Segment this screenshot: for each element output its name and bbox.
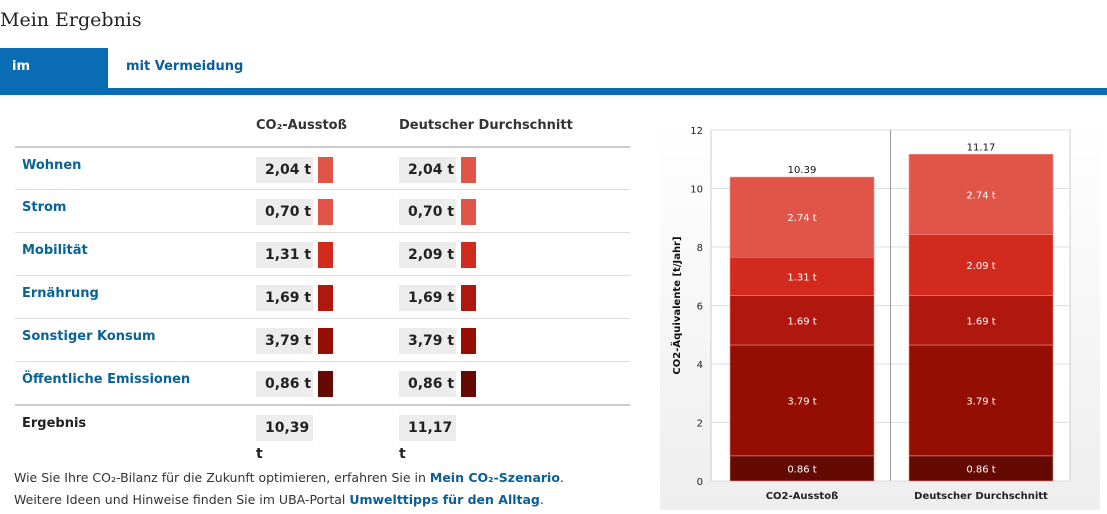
col-header-avg: Deutscher Durchschnitt: [399, 118, 573, 133]
footer-text: .: [559, 470, 564, 485]
color-swatch: [318, 285, 333, 311]
bar-segment: [729, 455, 875, 482]
color-swatch: [461, 157, 476, 183]
table-row: Ernährung 1,69 t 1,69 t: [15, 275, 630, 318]
bar-segment: [908, 153, 1054, 235]
row-label[interactable]: Sonstiger Konsum: [22, 329, 156, 344]
mein-co2-szenario-link[interactable]: Mein CO₂-Szenario: [429, 470, 560, 485]
avg-value: 2,09 t: [399, 242, 456, 268]
table-row: Öffentliche Emissionen 0,86 t 0,86 t: [15, 361, 630, 404]
tab-mit-vermeidung[interactable]: mit Vermeidung: [126, 59, 244, 74]
color-swatch: [461, 371, 476, 397]
row-label[interactable]: Ernährung: [22, 286, 99, 301]
segment-label: 2.09 t: [966, 261, 995, 272]
own-value: 0,70 t: [256, 199, 313, 225]
y-tick-label: 2: [697, 419, 703, 430]
segment-label: 1.69 t: [787, 316, 816, 327]
table-row: Wohnen 2,04 t 2,04 t: [15, 146, 630, 190]
avg-value: 1,69 t: [399, 285, 456, 311]
segment-label: 3.79 t: [787, 396, 816, 407]
own-value: 2,04 t: [256, 157, 313, 183]
color-swatch: [461, 285, 476, 311]
footer-line-2: Weitere Ideen und Hinweise finden Sie im…: [14, 492, 544, 507]
row-label[interactable]: Öffentliche Emissionen: [22, 372, 191, 387]
own-value: 1,69 t: [256, 285, 313, 311]
color-swatch: [461, 242, 476, 268]
row-label[interactable]: Wohnen: [22, 158, 82, 173]
tab-im-vergleich[interactable]: im Vergleich: [0, 48, 108, 112]
y-tick-label: 12: [690, 126, 703, 137]
segment-label: 1.69 t: [966, 316, 995, 327]
y-tick-label: 8: [697, 243, 703, 254]
bar-total-label: 10.39: [788, 165, 817, 176]
bar-segment: [908, 295, 1054, 346]
bar-segment: [729, 295, 875, 346]
own-value: 10,39 t: [256, 415, 313, 462]
segment-label: 0.86 t: [787, 464, 816, 475]
chart-panel: 0 2 4 6 8 10 12 CO2-Äquivalente [t/Jahr] 0.86 t 3…: [660, 120, 1100, 510]
y-tick-label: 10: [690, 185, 703, 196]
bar-segment: [729, 344, 875, 457]
own-value: 3,79 t: [256, 328, 313, 354]
row-label[interactable]: Strom: [22, 200, 67, 215]
y-tick-label: 4: [697, 360, 703, 371]
stacked-bar-chart: 0 2 4 6 8 10 12 CO2-Äquivalente [t/Jahr] 0.86 t 3…: [669, 126, 1071, 502]
color-swatch: [318, 199, 333, 225]
y-tick-label: 6: [697, 302, 703, 313]
bar-segment: [729, 176, 875, 258]
color-swatch: [461, 199, 476, 225]
color-swatch: [318, 157, 333, 183]
color-swatch: [461, 328, 476, 354]
color-swatch: [318, 328, 333, 354]
page-title: Mein Ergebnis: [0, 9, 142, 31]
row-label[interactable]: Mobilität: [22, 243, 88, 258]
bar-segment: [908, 234, 1054, 296]
row-label: Ergebnis: [22, 416, 87, 431]
segment-label: 3.79 t: [966, 396, 995, 407]
own-value: 0,86 t: [256, 371, 313, 397]
avg-value: 2,04 t: [399, 157, 456, 183]
avg-value: 0,70 t: [399, 199, 456, 225]
color-swatch: [318, 371, 333, 397]
y-axis-label: CO2-Äquivalente [t/Jahr]: [669, 236, 683, 374]
footer-text: .: [539, 492, 544, 507]
table-row: Mobilität 1,31 t 2,09 t: [15, 232, 630, 275]
avg-value: 11,17 t: [399, 415, 456, 462]
segment-label: 2.74 t: [787, 213, 816, 224]
color-swatch: [318, 242, 333, 268]
bar-total-label: 11.17: [967, 142, 996, 153]
avg-value: 3,79 t: [399, 328, 456, 354]
total-row: Ergebnis 10,39 t 11,17 t: [15, 404, 630, 462]
avg-value: 0,86 t: [399, 371, 456, 397]
umwelttipps-link[interactable]: Umwelttipps für den Alltag: [349, 492, 540, 507]
segment-label: 2.74 t: [966, 190, 995, 201]
footer-text: Weitere Ideen und Hinweise finden Sie im…: [14, 492, 350, 507]
own-value: 1,31 t: [256, 242, 313, 268]
y-tick-label: 0: [697, 477, 703, 488]
footer-text: Wie Sie Ihre CO₂-Bilanz für die Zukunft …: [14, 470, 430, 485]
col-header-own: CO₂-Ausstoß: [256, 118, 347, 133]
footer-line-1: Wie Sie Ihre CO₂-Bilanz für die Zukunft …: [14, 470, 564, 485]
table-row: Strom 0,70 t 0,70 t: [15, 189, 630, 232]
table-row: Sonstiger Konsum 3,79 t 3,79 t: [15, 318, 630, 361]
segment-label: 0.86 t: [966, 464, 995, 475]
segment-label: 1.31 t: [787, 272, 816, 283]
tab-bar: im Vergleich mit Vermeidung: [0, 48, 1107, 112]
x-tick-label: Deutscher Durchschnitt: [914, 491, 1048, 502]
x-tick-label: CO2-Ausstoß: [766, 491, 839, 502]
